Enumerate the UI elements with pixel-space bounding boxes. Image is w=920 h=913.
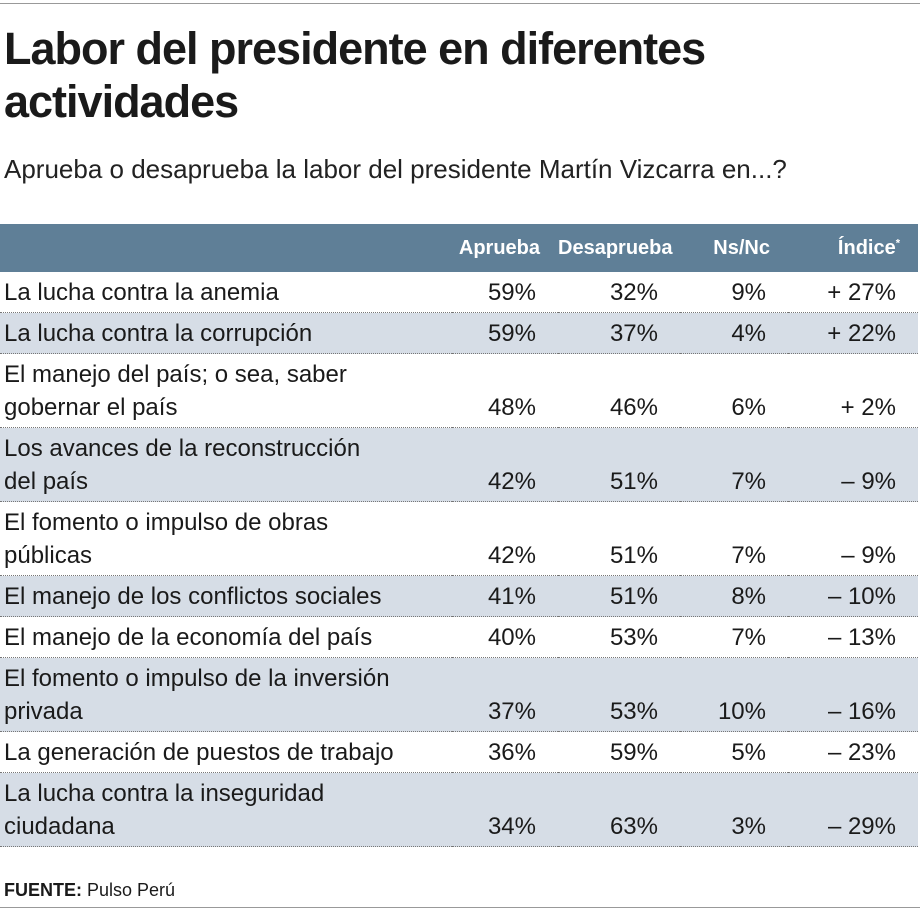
header-label: Ns/Nc	[713, 236, 770, 259]
table-row: El manejo de la economía del país 40% 53% 7…	[0, 616, 918, 658]
value-cell: + 2%	[788, 353, 918, 428]
label-cell: El fomento o impulso de obras públicas	[0, 501, 452, 576]
header-cell: Aprueba	[452, 224, 558, 272]
value-cell: 36%	[452, 731, 558, 773]
value-cell: 51%	[558, 427, 680, 502]
label-line: La lucha contra la inseguridad	[4, 780, 325, 807]
label-line: Los avances de la reconstrucción	[4, 435, 361, 462]
header-cell: Ns/Nc	[680, 224, 788, 272]
value-cell: – 23%	[788, 731, 918, 773]
value-cell: 7%	[680, 501, 788, 576]
label-line: gobernar el país	[4, 394, 178, 421]
value-cell: 34%	[452, 772, 558, 847]
value-cell: 53%	[558, 616, 680, 658]
value-cell: 6%	[680, 353, 788, 428]
value-cell: + 22%	[788, 312, 918, 354]
label-line: privada	[4, 698, 83, 725]
header-cell: Desaprueba	[558, 224, 680, 272]
value-cell: 3%	[680, 772, 788, 847]
table-row: El manejo del país; o sea, saber gobernar…	[0, 353, 918, 428]
source-text: Pulso Perú	[87, 880, 176, 900]
value-cell: 51%	[558, 575, 680, 617]
label-cell: El manejo del país; o sea, saber gobernar…	[0, 353, 452, 428]
table-row: La lucha contra la inseguridad ciudadana 3…	[0, 772, 918, 847]
note-mark: *	[895, 236, 900, 249]
label-line: públicas	[4, 542, 93, 569]
value-cell: 59%	[452, 272, 558, 313]
label-line: La lucha contra la anemia	[4, 279, 279, 306]
value-cell: 41%	[452, 575, 558, 617]
label-line: La generación de puestos de trabajo	[4, 739, 394, 766]
subtitle: Aprueba o desaprueba la labor del presid…	[4, 154, 787, 184]
value-cell: 51%	[558, 501, 680, 576]
value-cell: – 16%	[788, 657, 918, 732]
label-line: El manejo de los conflictos sociales	[4, 583, 382, 610]
value-cell: – 9%	[788, 501, 918, 576]
label-cell: El manejo de la economía del país	[0, 616, 452, 658]
results-table: Aprueba Desaprueba Ns/Nc Índice* La lucha c…	[0, 224, 918, 847]
label-cell: La lucha contra la corrupción	[0, 312, 452, 354]
label-line: El manejo del país; o sea, saber	[4, 361, 347, 388]
header-label: Índice	[837, 236, 896, 259]
label-cell: La lucha contra la inseguridad ciudadana	[0, 772, 452, 847]
value-cell: 10%	[680, 657, 788, 732]
value-cell: 40%	[452, 616, 558, 658]
table-row: El manejo de los conflictos sociales 41% 5…	[0, 575, 918, 617]
table-row: La generación de puestos de trabajo 36% 59…	[0, 731, 918, 773]
header-cell	[0, 224, 452, 272]
value-cell: 37%	[558, 312, 680, 354]
source-label: FUENTE:	[4, 880, 82, 900]
label-line: El fomento o impulso de obras	[4, 509, 329, 536]
label-cell: La lucha contra la anemia	[0, 272, 452, 313]
value-cell: + 27%	[788, 272, 918, 313]
value-cell: 4%	[680, 312, 788, 354]
label-cell: El manejo de los conflictos sociales	[0, 575, 452, 617]
value-cell: 63%	[558, 772, 680, 847]
header-label: Desaprueba	[558, 236, 673, 259]
header-label: Aprueba	[458, 236, 540, 259]
value-cell: 5%	[680, 731, 788, 773]
label-line: El fomento o impulso de la inversión	[4, 665, 390, 692]
bottom-rule	[0, 907, 920, 908]
table-row: El fomento o impulso de la inversión priv…	[0, 657, 918, 732]
value-cell: 9%	[680, 272, 788, 313]
value-cell: 7%	[680, 427, 788, 502]
value-cell: – 10%	[788, 575, 918, 617]
header-row: Aprueba Desaprueba Ns/Nc Índice*	[0, 224, 918, 272]
table-row: El fomento o impulso de obras públicas 42%…	[0, 501, 918, 576]
value-cell: 7%	[680, 616, 788, 658]
title-line: Labor del presidente en diferentes	[4, 23, 706, 74]
value-cell: 8%	[680, 575, 788, 617]
label-line: El manejo de la economía del país	[4, 624, 373, 651]
table-row: Los avances de la reconstrucción del país…	[0, 427, 918, 502]
source: FUENTE: Pulso Perú	[4, 880, 175, 901]
value-cell: – 9%	[788, 427, 918, 502]
value-cell: 42%	[452, 427, 558, 502]
value-cell: 53%	[558, 657, 680, 732]
value-cell: 32%	[558, 272, 680, 313]
value-cell: 59%	[558, 731, 680, 773]
table-row: La lucha contra la corrupción 59% 37% 4% + 2…	[0, 312, 918, 354]
value-cell: 42%	[452, 501, 558, 576]
label-line: La lucha contra la corrupción	[4, 320, 313, 347]
value-cell: 37%	[452, 657, 558, 732]
label-cell: El fomento o impulso de la inversión priv…	[0, 657, 452, 732]
top-rule	[0, 3, 920, 4]
title: Labor del presidente en diferentes activi…	[4, 22, 706, 128]
value-cell: 59%	[452, 312, 558, 354]
value-cell: 48%	[452, 353, 558, 428]
header-cell: Índice*	[788, 224, 918, 272]
label-cell: Los avances de la reconstrucción del país	[0, 427, 452, 502]
title-line: actividades	[4, 76, 239, 127]
value-cell: – 13%	[788, 616, 918, 658]
label-line: del país	[4, 468, 89, 495]
value-cell: – 29%	[788, 772, 918, 847]
label-cell: La generación de puestos de trabajo	[0, 731, 452, 773]
label-line: ciudadana	[4, 813, 115, 840]
table-row: La lucha contra la anemia 59% 32% 9% + 27%	[0, 272, 918, 313]
value-cell: 46%	[558, 353, 680, 428]
